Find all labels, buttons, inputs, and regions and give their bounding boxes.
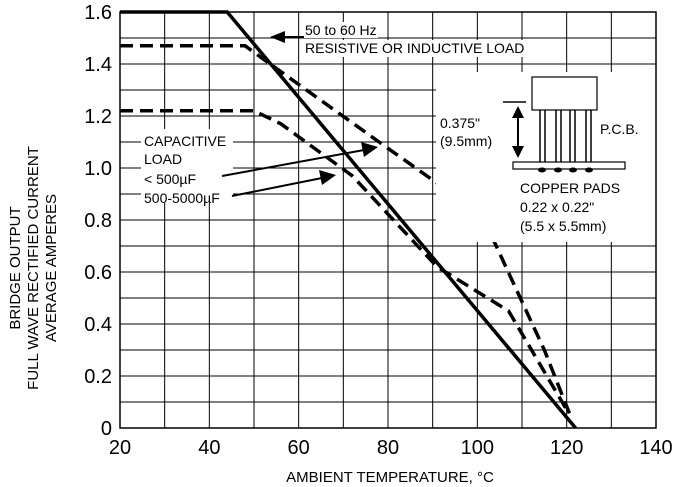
pcb-board	[512, 161, 626, 170]
x-tick-label: 20	[109, 437, 131, 459]
arrow-line	[221, 149, 365, 177]
x-tick-label: 60	[288, 437, 310, 459]
pcb-label: P.C.B.	[600, 121, 639, 137]
y-tick-label: 0.2	[84, 366, 112, 388]
x-tick-label: 40	[198, 437, 220, 459]
component-leads	[539, 110, 592, 162]
copper-pads	[538, 167, 593, 173]
y-axis-title: BRIDGE OUTPUT FULL WAVE RECTIFIED CURREN…	[7, 146, 60, 390]
capacitive-load-label: LOAD	[144, 151, 182, 167]
dimension-arrow	[503, 101, 526, 158]
plot-frame	[119, 11, 657, 429]
y-tick-label: 0	[101, 418, 112, 440]
copper-pads-label: COPPER PADS	[520, 180, 620, 196]
y-tick-label: 0.6	[84, 262, 112, 284]
cap-high-label: 500-5000µF	[144, 190, 220, 206]
arrow-head	[361, 142, 378, 157]
pcb-inset: 0.375" (9.5mm) P.C.B. COPPER PADS 0.22 x…	[436, 72, 658, 242]
x-tick-label: 80	[377, 437, 399, 459]
y-axis-title-line-1: BRIDGE OUTPUT	[7, 206, 24, 329]
dimension-mm-label: (9.5mm)	[440, 133, 492, 149]
dimension-inch-label: 0.375"	[440, 115, 480, 131]
annotation-resistive: 50 to 60 Hz RESISTIVE OR INDUCTIVE LOAD	[270, 22, 565, 57]
annotation-capacitive: CAPACITIVE LOAD < 500µF 500-5000µF	[141, 129, 378, 206]
pad-size-mm-label: (5.5 x 5.5mm)	[520, 218, 606, 234]
label-bg	[303, 22, 378, 38]
arrow-line	[231, 177, 323, 197]
y-tick-label: 0.8	[84, 210, 112, 232]
x-tick-label: 120	[550, 437, 583, 459]
arrow-head	[319, 170, 336, 185]
y-tick-label: 0.4	[84, 314, 112, 336]
tick-labels: 20 40 60 80 100 120 140 0 0.2 0.4 0.6 0.8 1.0 1.2 1.4 1…	[84, 2, 673, 459]
resistive-load-label: RESISTIVE OR INDUCTIVE LOAD	[305, 40, 524, 56]
arrow-head	[270, 31, 285, 43]
frequency-label: 50 to 60 Hz	[305, 22, 377, 38]
component-body	[531, 76, 598, 111]
cap-low-label: < 500µF	[144, 171, 196, 187]
y-tick-label: 1.4	[84, 54, 112, 76]
label-bg	[141, 129, 233, 203]
x-tick-label: 140	[639, 437, 672, 459]
y-tick-label: 1.6	[84, 2, 112, 24]
capacitive-label: CAPACITIVE	[144, 133, 226, 149]
y-axis-title-line-2: FULL WAVE RECTIFIED CURRENT	[25, 146, 42, 390]
y-tick-label: 1.2	[84, 106, 112, 128]
label-bg	[303, 40, 565, 57]
y-axis-title-line-3: AVERAGE AMPERES	[43, 194, 60, 342]
dashed-series-line-3	[120, 109, 569, 411]
x-tick-label: 100	[461, 437, 494, 459]
pad-size-label: 0.22 x 0.22"	[520, 199, 594, 215]
y-tick-label: 1.0	[84, 158, 112, 180]
dashed-series-line-2	[120, 44, 573, 419]
x-axis-title: AMBIENT TEMPERATURE, °C	[286, 469, 494, 486]
